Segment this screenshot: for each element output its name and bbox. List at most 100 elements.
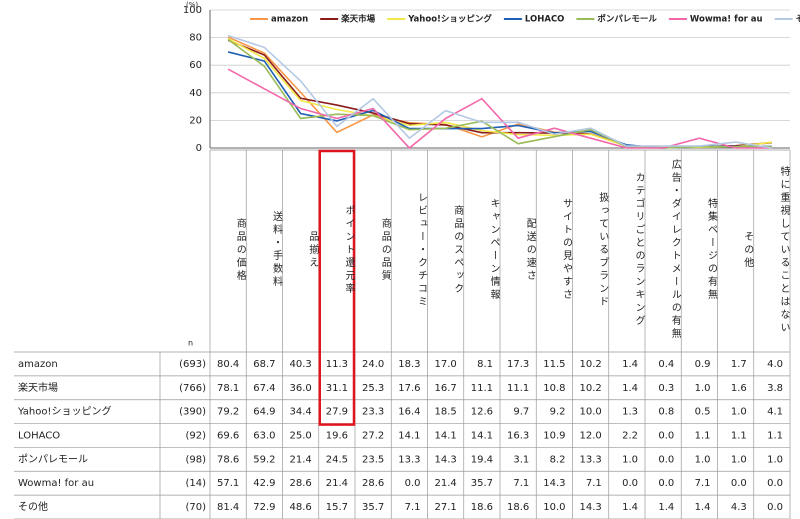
value-label: 40.3 <box>289 359 311 370</box>
value-label: 27.2 <box>362 431 384 442</box>
value-label: 4.0 <box>767 359 783 370</box>
legend-label: ポンパレモール <box>597 14 657 25</box>
legend-label: 楽天市場 <box>340 14 376 25</box>
category-label: 商品の品質 <box>379 217 391 283</box>
row-label: Yahoo!ショッピング <box>17 405 111 418</box>
value-label: 1.1 <box>767 431 783 442</box>
value-label: 14.3 <box>434 454 456 465</box>
value-label: 8.1 <box>477 359 493 370</box>
value-label: 0.0 <box>731 478 747 489</box>
value-label: 8.2 <box>550 454 566 465</box>
y-tick-label: 0 <box>196 143 202 154</box>
value-label: 23.3 <box>362 407 384 418</box>
value-label: 10.8 <box>543 383 565 394</box>
value-label: 16.7 <box>434 383 456 394</box>
legend-label: LOHACO <box>525 15 565 25</box>
row-n: (92) <box>185 431 206 442</box>
value-label: 80.4 <box>217 359 239 370</box>
y-tick-label: 20 <box>189 115 202 126</box>
value-label: 15.7 <box>326 502 348 513</box>
value-label: 10.9 <box>543 431 565 442</box>
value-label: 4.3 <box>731 502 747 513</box>
value-label: 1.1 <box>731 431 747 442</box>
value-label: 19.6 <box>326 431 348 442</box>
value-label: 24.5 <box>326 454 348 465</box>
row-label: LOHACO <box>18 431 60 442</box>
value-label: 14.3 <box>543 478 565 489</box>
value-label: 18.3 <box>398 359 420 370</box>
value-label: 12.6 <box>471 407 493 418</box>
row-n: (766) <box>179 383 206 394</box>
value-label: 14.1 <box>434 431 456 442</box>
value-label: 79.2 <box>217 407 239 418</box>
value-label: 0.3 <box>658 383 674 394</box>
y-tick-label: 60 <box>189 60 202 71</box>
value-label: 1.4 <box>622 359 638 370</box>
value-label: 35.7 <box>362 502 384 513</box>
value-label: 25.3 <box>362 383 384 394</box>
value-label: 25.0 <box>289 431 311 442</box>
value-label: 0.0 <box>658 431 674 442</box>
value-label: 1.0 <box>731 407 747 418</box>
value-label: 19.4 <box>471 454 493 465</box>
legend-label: Yahoo!ショッピング <box>407 14 492 25</box>
value-label: 64.9 <box>253 407 275 418</box>
value-label: 21.4 <box>434 478 456 489</box>
row-label: amazon <box>18 359 58 370</box>
category-label: 特集ページの有無 <box>705 198 717 302</box>
value-label: 1.4 <box>658 502 674 513</box>
value-label: 0.0 <box>767 478 783 489</box>
value-label: 0.5 <box>695 407 711 418</box>
y-tick-label: 100 <box>183 5 202 16</box>
value-label: 17.6 <box>398 383 420 394</box>
value-label: 3.1 <box>513 454 529 465</box>
value-label: 27.1 <box>434 502 456 513</box>
value-label: 0.0 <box>658 454 674 465</box>
value-label: 1.0 <box>731 454 747 465</box>
category-label: サイトの見やすさ <box>560 198 572 302</box>
value-label: 10.2 <box>579 359 601 370</box>
category-label: 配送の速さ <box>524 217 536 283</box>
series-line <box>227 39 772 149</box>
value-label: 12.0 <box>579 431 601 442</box>
value-label: 0.0 <box>405 478 421 489</box>
value-label: 1.4 <box>622 502 638 513</box>
value-label: 10.2 <box>579 383 601 394</box>
value-label: 13.3 <box>398 454 420 465</box>
value-label: 78.6 <box>217 454 239 465</box>
value-label: 18.6 <box>507 502 529 513</box>
value-label: 17.0 <box>434 359 456 370</box>
value-label: 11.1 <box>507 383 529 394</box>
value-label: 0.0 <box>658 478 674 489</box>
value-label: 35.7 <box>471 478 493 489</box>
value-label: 2.2 <box>622 431 638 442</box>
value-label: 42.9 <box>253 478 275 489</box>
category-label: 扱っているブランド <box>596 191 608 309</box>
row-n: (98) <box>185 454 206 465</box>
value-label: 1.4 <box>622 383 638 394</box>
value-label: 9.7 <box>513 407 529 418</box>
y-unit: (%) <box>186 1 198 9</box>
value-label: 7.1 <box>405 502 421 513</box>
value-label: 0.8 <box>658 407 674 418</box>
series-line <box>227 38 772 149</box>
value-label: 7.1 <box>695 478 711 489</box>
category-label: レビュー・クチコミ <box>415 191 427 309</box>
value-label: 0.4 <box>658 359 674 370</box>
series-line <box>227 34 773 149</box>
value-label: 11.5 <box>543 359 565 370</box>
value-label: 14.1 <box>471 431 493 442</box>
category-label: 品揃え <box>306 230 318 270</box>
n-header: n <box>188 339 193 348</box>
value-label: 1.6 <box>731 383 747 394</box>
value-label: 69.6 <box>217 431 239 442</box>
value-label: 10.0 <box>543 502 565 513</box>
value-label: 1.4 <box>695 502 711 513</box>
highlight-box <box>318 149 356 426</box>
value-label: 0.0 <box>767 502 783 513</box>
value-label: 1.0 <box>767 454 783 465</box>
category-label: 特に重視していることはない <box>778 165 789 335</box>
category-label: その他 <box>741 230 753 270</box>
value-label: 31.1 <box>326 383 348 394</box>
